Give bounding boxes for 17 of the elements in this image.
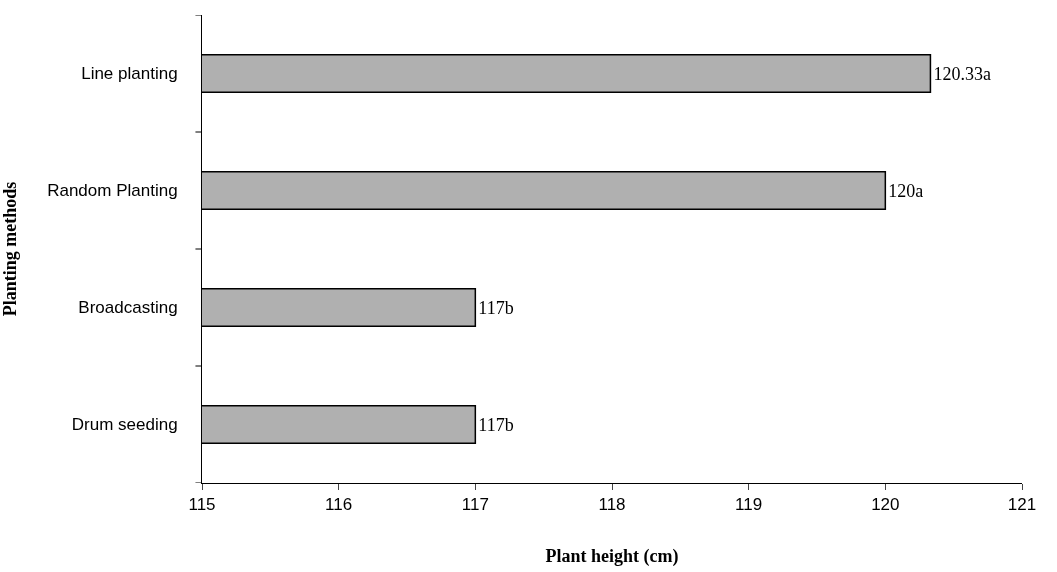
x-tick-label: 118 xyxy=(598,495,626,515)
x-axis-title: Plant height (cm) xyxy=(545,545,679,567)
x-tick-label: 116 xyxy=(325,495,353,515)
x-tick-label: 115 xyxy=(188,495,216,515)
y-tick-label: Line planting xyxy=(81,64,178,84)
data-label: 120a xyxy=(888,180,924,201)
y-tick-label: Random Planting xyxy=(47,181,178,201)
y-axis-title: Planting methods xyxy=(0,181,21,317)
data-label: 117b xyxy=(478,297,514,318)
data-label: 117b xyxy=(478,414,514,435)
y-tick-label: Broadcasting xyxy=(78,298,178,318)
x-tick-label: 117 xyxy=(461,495,489,515)
y-tick-label: Drum seeding xyxy=(71,415,178,435)
x-tick-label: 119 xyxy=(735,495,763,515)
x-tick-label: 120 xyxy=(871,495,900,515)
data-label: 120.33a xyxy=(933,63,991,84)
x-tick-label: 121 xyxy=(1007,495,1037,515)
